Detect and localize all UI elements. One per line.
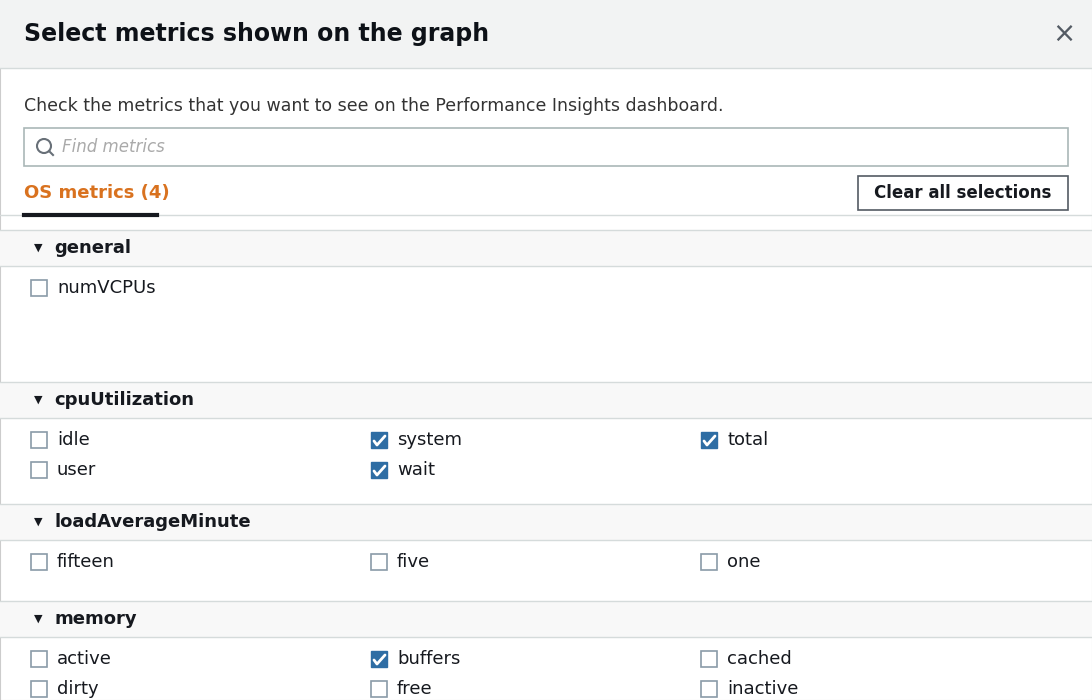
Bar xyxy=(0,601,1092,637)
Text: active: active xyxy=(57,650,111,668)
FancyBboxPatch shape xyxy=(371,651,387,667)
Text: idle: idle xyxy=(57,431,90,449)
Bar xyxy=(0,504,1092,540)
FancyBboxPatch shape xyxy=(24,128,1068,166)
Text: Select metrics shown on the graph: Select metrics shown on the graph xyxy=(24,22,489,46)
Text: Check the metrics that you want to see on the Performance Insights dashboard.: Check the metrics that you want to see o… xyxy=(24,97,724,115)
FancyBboxPatch shape xyxy=(701,681,717,697)
Text: Find metrics: Find metrics xyxy=(62,138,165,156)
Text: OS metrics (4): OS metrics (4) xyxy=(24,184,169,202)
FancyBboxPatch shape xyxy=(31,280,47,296)
FancyBboxPatch shape xyxy=(701,554,717,570)
FancyBboxPatch shape xyxy=(371,554,387,570)
Text: user: user xyxy=(57,461,96,479)
Bar xyxy=(0,382,1092,418)
Text: numVCPUs: numVCPUs xyxy=(57,279,156,297)
FancyBboxPatch shape xyxy=(31,432,47,448)
Text: cached: cached xyxy=(727,650,792,668)
FancyBboxPatch shape xyxy=(858,176,1068,210)
Text: free: free xyxy=(397,680,432,698)
Text: cpuUtilization: cpuUtilization xyxy=(54,391,194,409)
Text: system: system xyxy=(397,431,462,449)
Text: one: one xyxy=(727,553,760,571)
Text: five: five xyxy=(397,553,430,571)
FancyBboxPatch shape xyxy=(31,554,47,570)
FancyBboxPatch shape xyxy=(701,651,717,667)
Text: ▼: ▼ xyxy=(34,614,43,624)
Text: loadAverageMinute: loadAverageMinute xyxy=(54,513,251,531)
Bar xyxy=(0,230,1092,266)
Text: general: general xyxy=(54,239,131,257)
Bar xyxy=(0,0,1092,68)
Text: total: total xyxy=(727,431,769,449)
Text: fifteen: fifteen xyxy=(57,553,115,571)
Text: ×: × xyxy=(1053,20,1076,48)
FancyBboxPatch shape xyxy=(371,681,387,697)
Text: ▼: ▼ xyxy=(34,517,43,527)
FancyBboxPatch shape xyxy=(31,681,47,697)
FancyBboxPatch shape xyxy=(31,651,47,667)
Text: buffers: buffers xyxy=(397,650,461,668)
Text: dirty: dirty xyxy=(57,680,98,698)
Text: ▼: ▼ xyxy=(34,243,43,253)
Text: memory: memory xyxy=(54,610,136,628)
FancyBboxPatch shape xyxy=(371,462,387,478)
Text: Clear all selections: Clear all selections xyxy=(875,184,1052,202)
FancyBboxPatch shape xyxy=(371,432,387,448)
Text: wait: wait xyxy=(397,461,435,479)
FancyBboxPatch shape xyxy=(31,462,47,478)
Text: ▼: ▼ xyxy=(34,395,43,405)
Text: inactive: inactive xyxy=(727,680,798,698)
FancyBboxPatch shape xyxy=(701,432,717,448)
